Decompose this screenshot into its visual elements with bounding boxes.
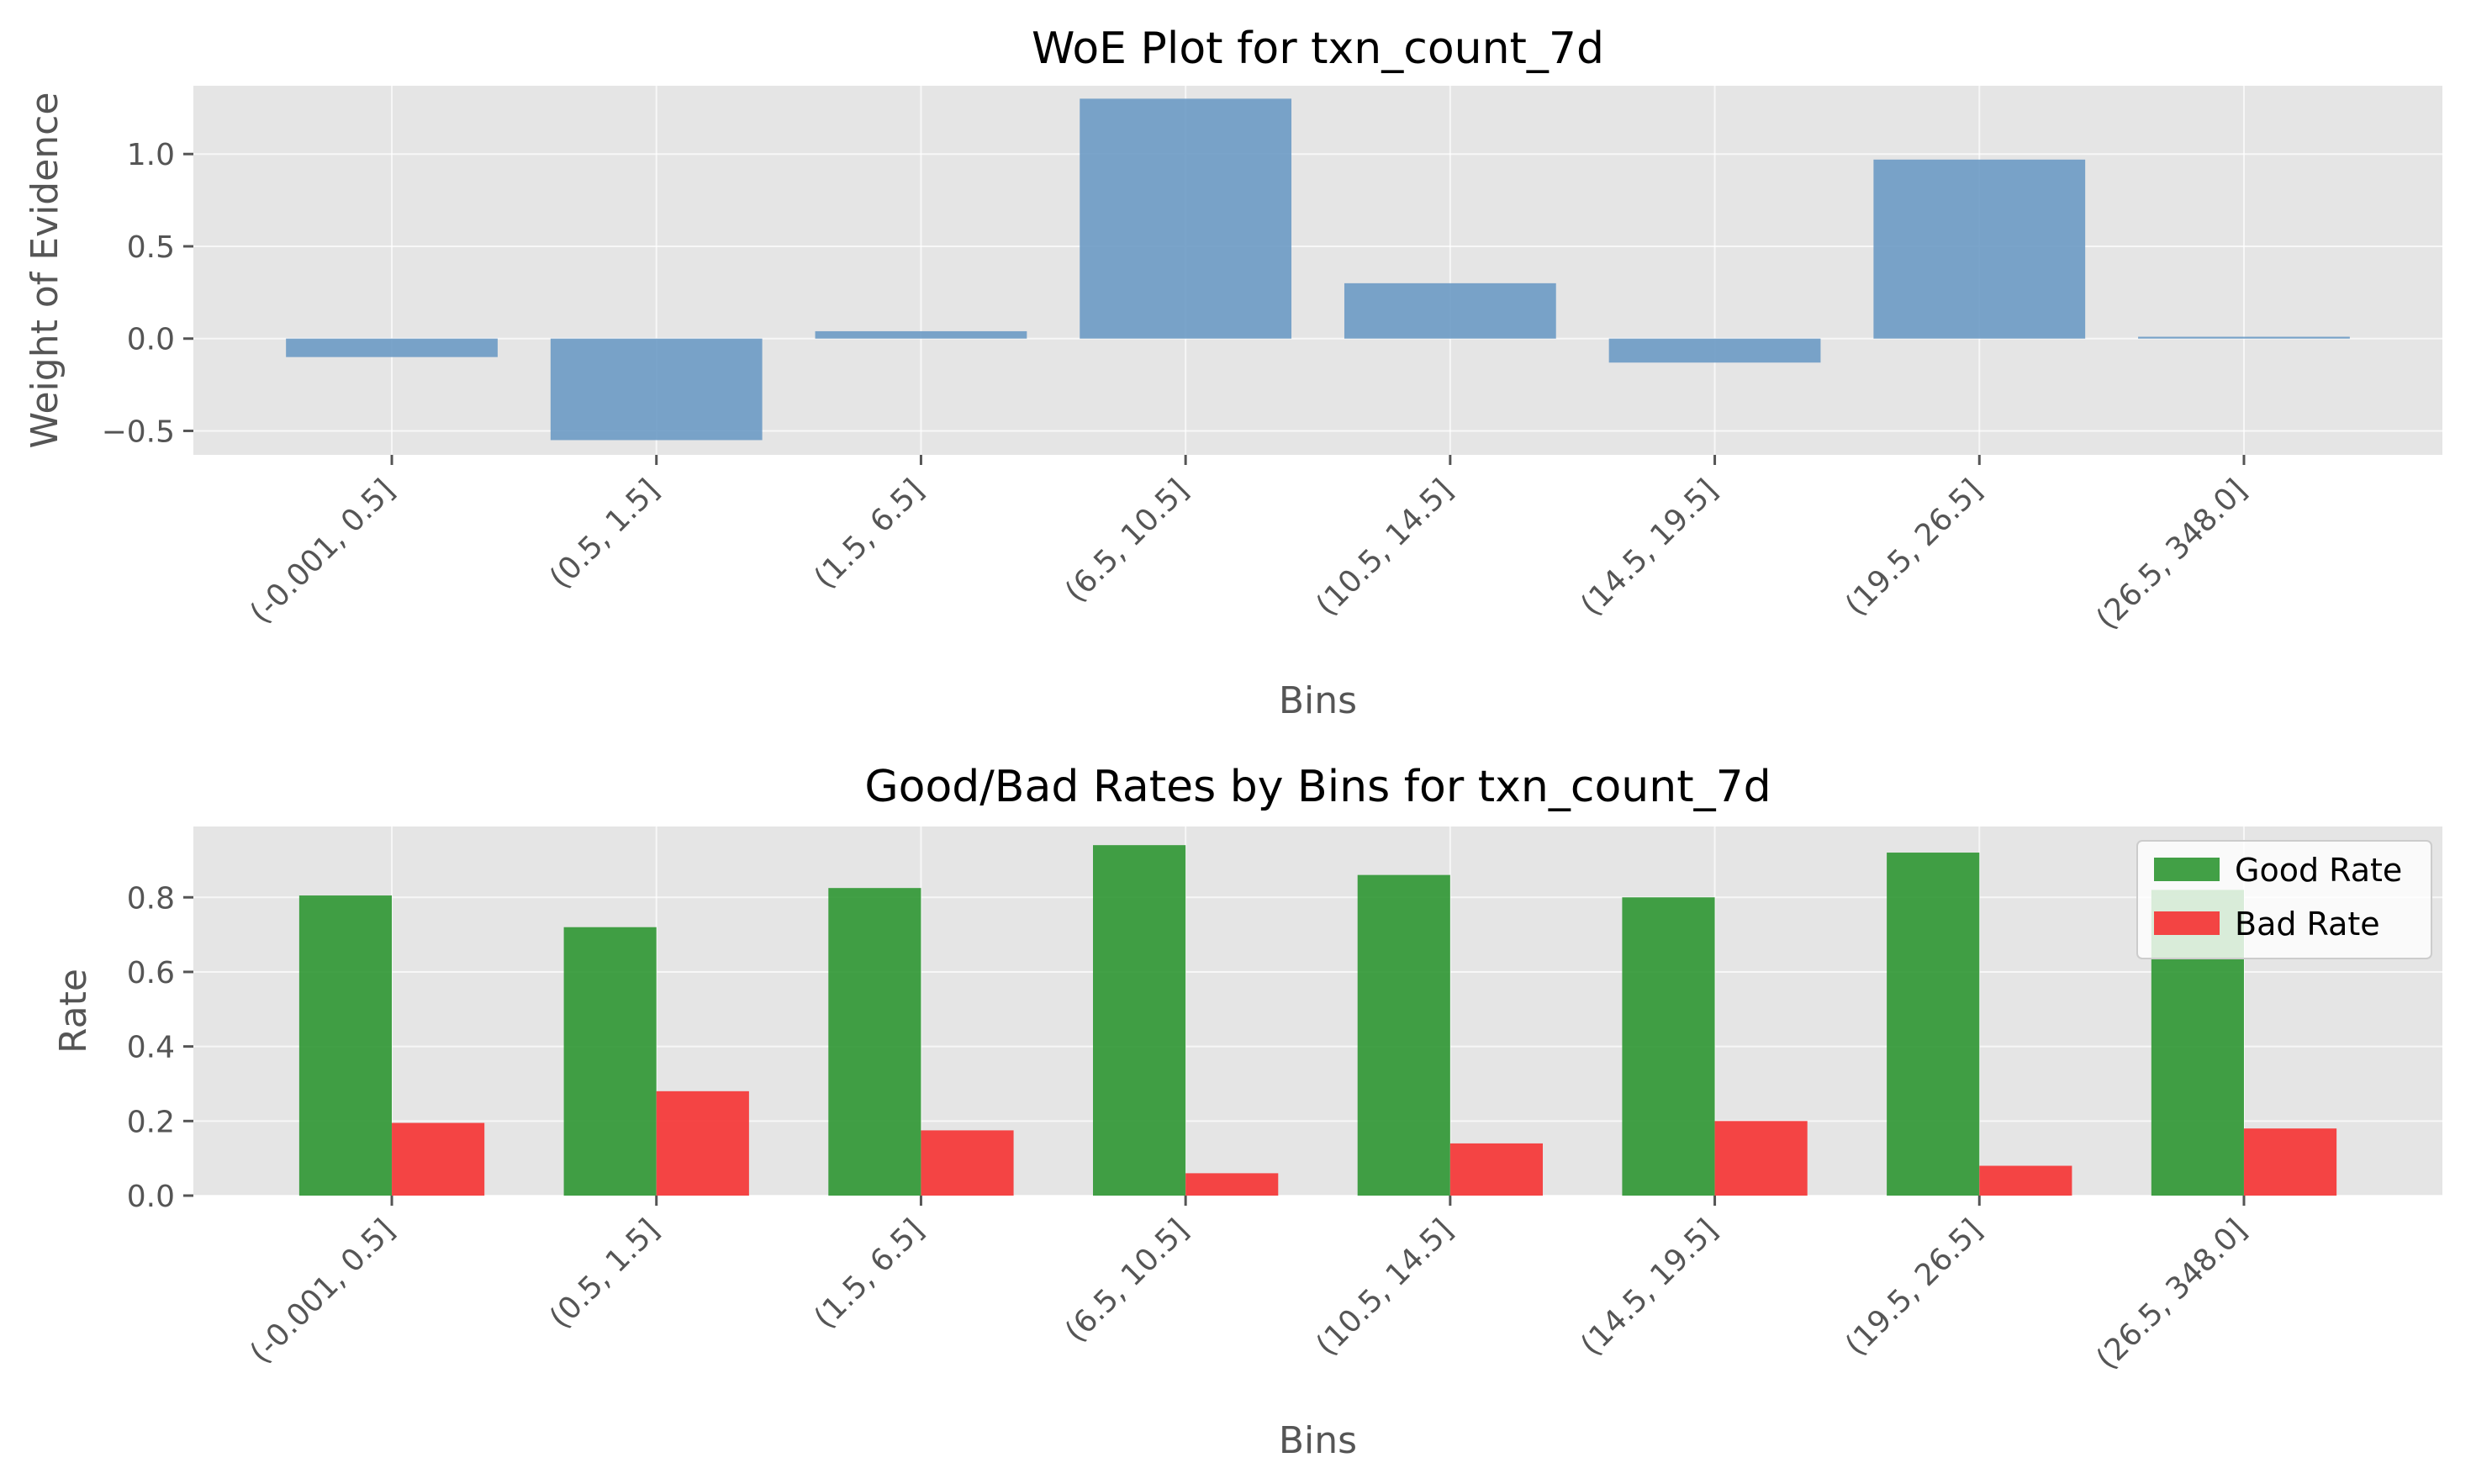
x-tick-label: (14.5, 19.5] xyxy=(1575,1212,1724,1362)
y-tick-label: 0.0 xyxy=(127,1180,175,1214)
x-tick-label: (6.5, 10.5] xyxy=(1059,473,1195,609)
bar-good-rate-7 xyxy=(1887,853,1980,1196)
rates-chart: 0.00.20.40.60.8 (-0.001, 0.5] (0.5, 1.5](… xyxy=(52,762,2442,1462)
y-tick-label: 0.6 xyxy=(127,956,175,990)
bar-good-rate-6 xyxy=(1622,897,1715,1196)
rates-bars xyxy=(298,845,2337,1196)
y-tick-label: 0.8 xyxy=(127,881,175,916)
x-tick-label: (1.5, 6.5] xyxy=(808,473,931,595)
x-tick-label: (6.5, 10.5] xyxy=(1059,1212,1195,1349)
legend-label-good-rate: Good Rate xyxy=(2235,852,2402,889)
bar-bad-rate-2 xyxy=(656,1091,749,1196)
woe-x-axis: (-0.001, 0.5] (0.5, 1.5] (1.5, 6.5] (6.5, 1… xyxy=(244,455,2254,636)
x-tick-label: (1.5, 6.5] xyxy=(808,1212,931,1335)
bar-good-rate-5 xyxy=(1357,874,1450,1196)
woe-plot-area xyxy=(193,86,2442,455)
legend-swatch-good-rate xyxy=(2154,858,2220,881)
rates-y-axis: 0.0 0.2 0.4 0.6 0.8 xyxy=(127,881,193,1214)
bar-bad-rate-8 xyxy=(2243,1128,2337,1196)
y-tick-label: 0.4 xyxy=(127,1031,175,1065)
woe-y-axis: −0.5 0.0 0.5 1.0 xyxy=(102,138,193,449)
rates-chart-title: Good/Bad Rates by Bins for txn_count_7d xyxy=(864,762,1771,812)
x-tick-label: (26.5, 348.0] xyxy=(2090,1212,2254,1376)
woe-x-axis-label: Bins xyxy=(1279,679,1357,722)
bar-woe-6 xyxy=(1608,338,1821,363)
legend-swatch-bad-rate xyxy=(2154,911,2220,935)
bar-good-rate-3 xyxy=(828,888,921,1196)
rates-plot-area xyxy=(193,826,2442,1196)
y-tick-label: 0.2 xyxy=(127,1105,175,1139)
x-tick-label: (-0.001, 0.5] xyxy=(244,1212,402,1370)
woe-chart-title: WoE Plot for txn_count_7d xyxy=(1032,24,1604,74)
x-tick-label: (14.5, 19.5] xyxy=(1575,473,1724,622)
bar-woe-5 xyxy=(1344,283,1556,339)
y-tick-label: −0.5 xyxy=(102,415,175,449)
bar-woe-2 xyxy=(550,338,763,441)
bar-bad-rate-1 xyxy=(392,1122,485,1196)
bar-woe-1 xyxy=(286,338,498,357)
rates-x-axis-label: Bins xyxy=(1279,1419,1357,1462)
rates-x-axis: (-0.001, 0.5] (0.5, 1.5] (1.5, 6.5] (6.5, 1… xyxy=(244,1196,2254,1376)
bar-woe-3 xyxy=(815,330,1027,339)
rates-y-axis-label: Rate xyxy=(52,969,95,1054)
bar-bad-rate-4 xyxy=(1185,1173,1279,1196)
x-tick-label: (0.5, 1.5] xyxy=(543,1212,666,1335)
x-tick-label: (26.5, 348.0] xyxy=(2090,473,2254,636)
woe-y-axis-label: Weight of Evidence xyxy=(24,92,66,449)
x-tick-label: (10.5, 14.5] xyxy=(1310,473,1460,622)
x-tick-label: (0.5, 1.5] xyxy=(543,473,666,595)
y-tick-label: 0.5 xyxy=(127,230,175,265)
bar-good-rate-4 xyxy=(1093,845,1186,1196)
x-tick-label: (10.5, 14.5] xyxy=(1310,1212,1460,1362)
woe-bars xyxy=(286,98,2350,441)
bar-bad-rate-6 xyxy=(1714,1121,1808,1196)
bar-woe-4 xyxy=(1080,98,1292,339)
woe-chart: −0.5 0.0 0.5 1.0 (-0.001, 0.5] (0.5, 1.5] (1.… xyxy=(24,24,2442,722)
bar-woe-8 xyxy=(2138,336,2350,339)
bar-woe-7 xyxy=(1873,159,2086,339)
bar-good-rate-2 xyxy=(563,927,657,1196)
y-tick-label: 1.0 xyxy=(127,138,175,172)
bar-good-rate-1 xyxy=(298,895,393,1196)
y-tick-label: 0.0 xyxy=(127,323,175,357)
x-tick-label: (19.5, 26.5] xyxy=(1839,473,1988,622)
rates-legend: Good Rate Bad Rate xyxy=(2136,840,2432,959)
x-tick-label: (-0.001, 0.5] xyxy=(244,473,402,631)
x-tick-label: (19.5, 26.5] xyxy=(1839,1212,1988,1362)
bar-bad-rate-3 xyxy=(921,1130,1014,1196)
legend-label-bad-rate: Bad Rate xyxy=(2235,906,2380,943)
bar-bad-rate-5 xyxy=(1449,1143,1543,1196)
bar-bad-rate-7 xyxy=(1979,1165,2072,1196)
